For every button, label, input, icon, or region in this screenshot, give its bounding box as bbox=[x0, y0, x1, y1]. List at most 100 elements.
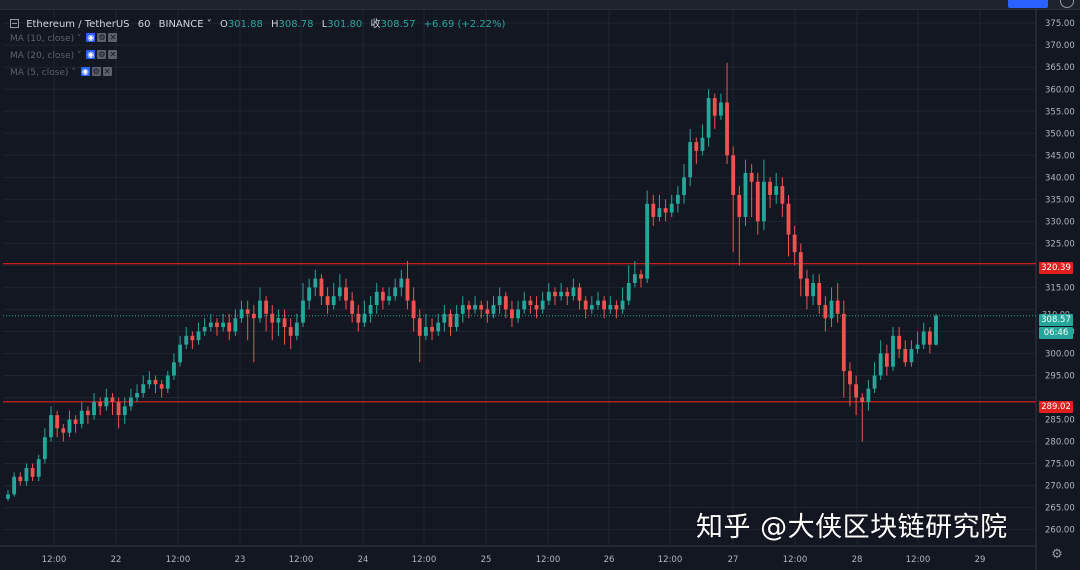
candle-body bbox=[301, 300, 305, 323]
candle-body bbox=[196, 331, 201, 341]
symbol-name[interactable]: Ethereum / TetherUS bbox=[26, 19, 130, 30]
open-label: O bbox=[219, 19, 228, 30]
candle-body bbox=[675, 194, 680, 204]
candle-body bbox=[276, 318, 281, 323]
gear-icon[interactable]: ⚙ bbox=[91, 67, 101, 76]
close-icon[interactable]: ✕ bbox=[108, 50, 118, 59]
indicator-label: MA (10, close) bbox=[10, 34, 75, 44]
candle-body bbox=[725, 102, 729, 156]
chevron-down-icon[interactable]: ˅ bbox=[71, 68, 76, 78]
price-axis-tick: 260.00 bbox=[1045, 526, 1075, 536]
toolbar-icon[interactable]: ▔ bbox=[350, 0, 356, 7]
candle-body bbox=[436, 322, 441, 332]
candle-body bbox=[424, 327, 428, 336]
eye-icon[interactable]: ◉ bbox=[80, 67, 90, 76]
eye-icon[interactable]: ◉ bbox=[86, 50, 96, 59]
candle-body bbox=[467, 305, 471, 310]
candle-body bbox=[811, 283, 815, 297]
time-axis-tick: 12:00 bbox=[906, 555, 931, 565]
chevron-down-icon[interactable]: ˅ bbox=[206, 19, 212, 30]
candle-body bbox=[718, 102, 723, 116]
candle-body bbox=[270, 313, 275, 323]
candle-body bbox=[749, 172, 754, 182]
account-icon[interactable] bbox=[1060, 0, 1074, 8]
candle-body bbox=[184, 335, 189, 345]
candle-body bbox=[878, 353, 883, 376]
collapse-icon[interactable] bbox=[10, 18, 19, 28]
candle-body bbox=[165, 375, 170, 389]
low-label: L bbox=[321, 19, 328, 30]
candle-body bbox=[897, 335, 902, 350]
price-axis-tick: 330.00 bbox=[1045, 217, 1075, 227]
indicator-ma-20[interactable]: MA (20, close) ˅ ◉ ⚙ ✕ bbox=[10, 50, 118, 61]
price-axis-tick: 280.00 bbox=[1045, 438, 1075, 448]
watermark: 知乎 @大侠区块链研究院 bbox=[696, 512, 1008, 543]
candle-body bbox=[565, 291, 570, 297]
candle-body bbox=[835, 300, 840, 314]
close-icon[interactable]: ✕ bbox=[102, 67, 112, 76]
close-value: 308.57 bbox=[380, 19, 416, 30]
indicator-ma-5[interactable]: MA (5, close) ˅ ◉ ⚙ ✕ bbox=[10, 67, 112, 78]
eye-icon[interactable]: ◉ bbox=[86, 33, 96, 42]
candle-body bbox=[350, 300, 355, 314]
candle-body bbox=[208, 322, 213, 328]
toolbar-icon[interactable]: ▔ bbox=[830, 0, 836, 7]
candle-body bbox=[147, 379, 152, 385]
gear-icon[interactable]: ⚙ bbox=[97, 50, 107, 59]
chevron-down-icon[interactable]: ˅ bbox=[77, 51, 82, 61]
candle-body bbox=[762, 181, 766, 222]
candle-body bbox=[55, 415, 60, 429]
price-axis-tick: 270.00 bbox=[1045, 482, 1075, 492]
candle-body bbox=[141, 384, 146, 394]
interval-label: 60 bbox=[137, 19, 151, 30]
price-axis-tick: 300.00 bbox=[1045, 349, 1075, 359]
indicator-ma-10[interactable]: MA (10, close) ˅ ◉ ⚙ ✕ bbox=[10, 33, 118, 44]
candle-body bbox=[780, 186, 785, 204]
candle-body bbox=[823, 305, 828, 319]
candle-body bbox=[331, 296, 336, 306]
high-value: 308.78 bbox=[278, 19, 314, 30]
candle-body bbox=[921, 331, 926, 345]
candle-body bbox=[596, 300, 600, 306]
candle-body bbox=[651, 203, 656, 217]
toolbar-icon[interactable]: ▔ bbox=[296, 0, 302, 7]
time-axis-tick: 12:00 bbox=[536, 555, 561, 565]
candle-body bbox=[411, 300, 416, 319]
price-axis-tick: 365.00 bbox=[1045, 63, 1075, 73]
price-axis-tick: 295.00 bbox=[1045, 371, 1075, 381]
candle-body bbox=[768, 181, 772, 195]
candle-body bbox=[731, 155, 736, 195]
candle-body bbox=[737, 194, 742, 217]
chevron-down-icon[interactable]: ˅ bbox=[77, 34, 82, 44]
toolbar-icon[interactable]: ▔ bbox=[186, 0, 192, 7]
top-toolbar: ▔ ▔ ▔ ▔ ▔ ▔ ▔ ▔ ▔ bbox=[0, 0, 1080, 10]
toolbar-icon[interactable]: ▔ bbox=[930, 0, 936, 7]
toolbar-icon[interactable]: ▔ bbox=[236, 0, 242, 7]
candle-body bbox=[42, 437, 47, 460]
candle-body bbox=[645, 203, 650, 279]
gear-icon[interactable]: ⚙ bbox=[97, 33, 107, 42]
candle-body bbox=[829, 300, 834, 319]
publish-button[interactable] bbox=[1008, 0, 1048, 8]
time-axis-tick: 27 bbox=[728, 555, 739, 565]
candle-body bbox=[12, 476, 17, 495]
gear-icon[interactable]: ⚙ bbox=[1051, 547, 1063, 562]
candle-body bbox=[546, 291, 551, 301]
candle-body bbox=[258, 300, 262, 319]
time-axis-tick: 24 bbox=[358, 555, 369, 565]
time-axis-tick: 12:00 bbox=[166, 555, 191, 565]
candle-body bbox=[448, 313, 453, 328]
candle-body bbox=[792, 234, 797, 253]
toolbar-icon[interactable]: ▔ bbox=[18, 0, 24, 7]
close-icon[interactable]: ✕ bbox=[108, 33, 118, 42]
toolbar-icon[interactable]: ▔ bbox=[96, 0, 102, 7]
candle-body bbox=[239, 309, 244, 319]
price-axis-tick: 345.00 bbox=[1045, 151, 1075, 161]
candle-body bbox=[860, 397, 865, 402]
candle-body bbox=[337, 287, 342, 297]
candle-body bbox=[399, 278, 404, 288]
candle-body bbox=[915, 344, 920, 350]
candle-body bbox=[344, 287, 348, 301]
toolbar-icon[interactable]: ▔ bbox=[960, 0, 966, 7]
